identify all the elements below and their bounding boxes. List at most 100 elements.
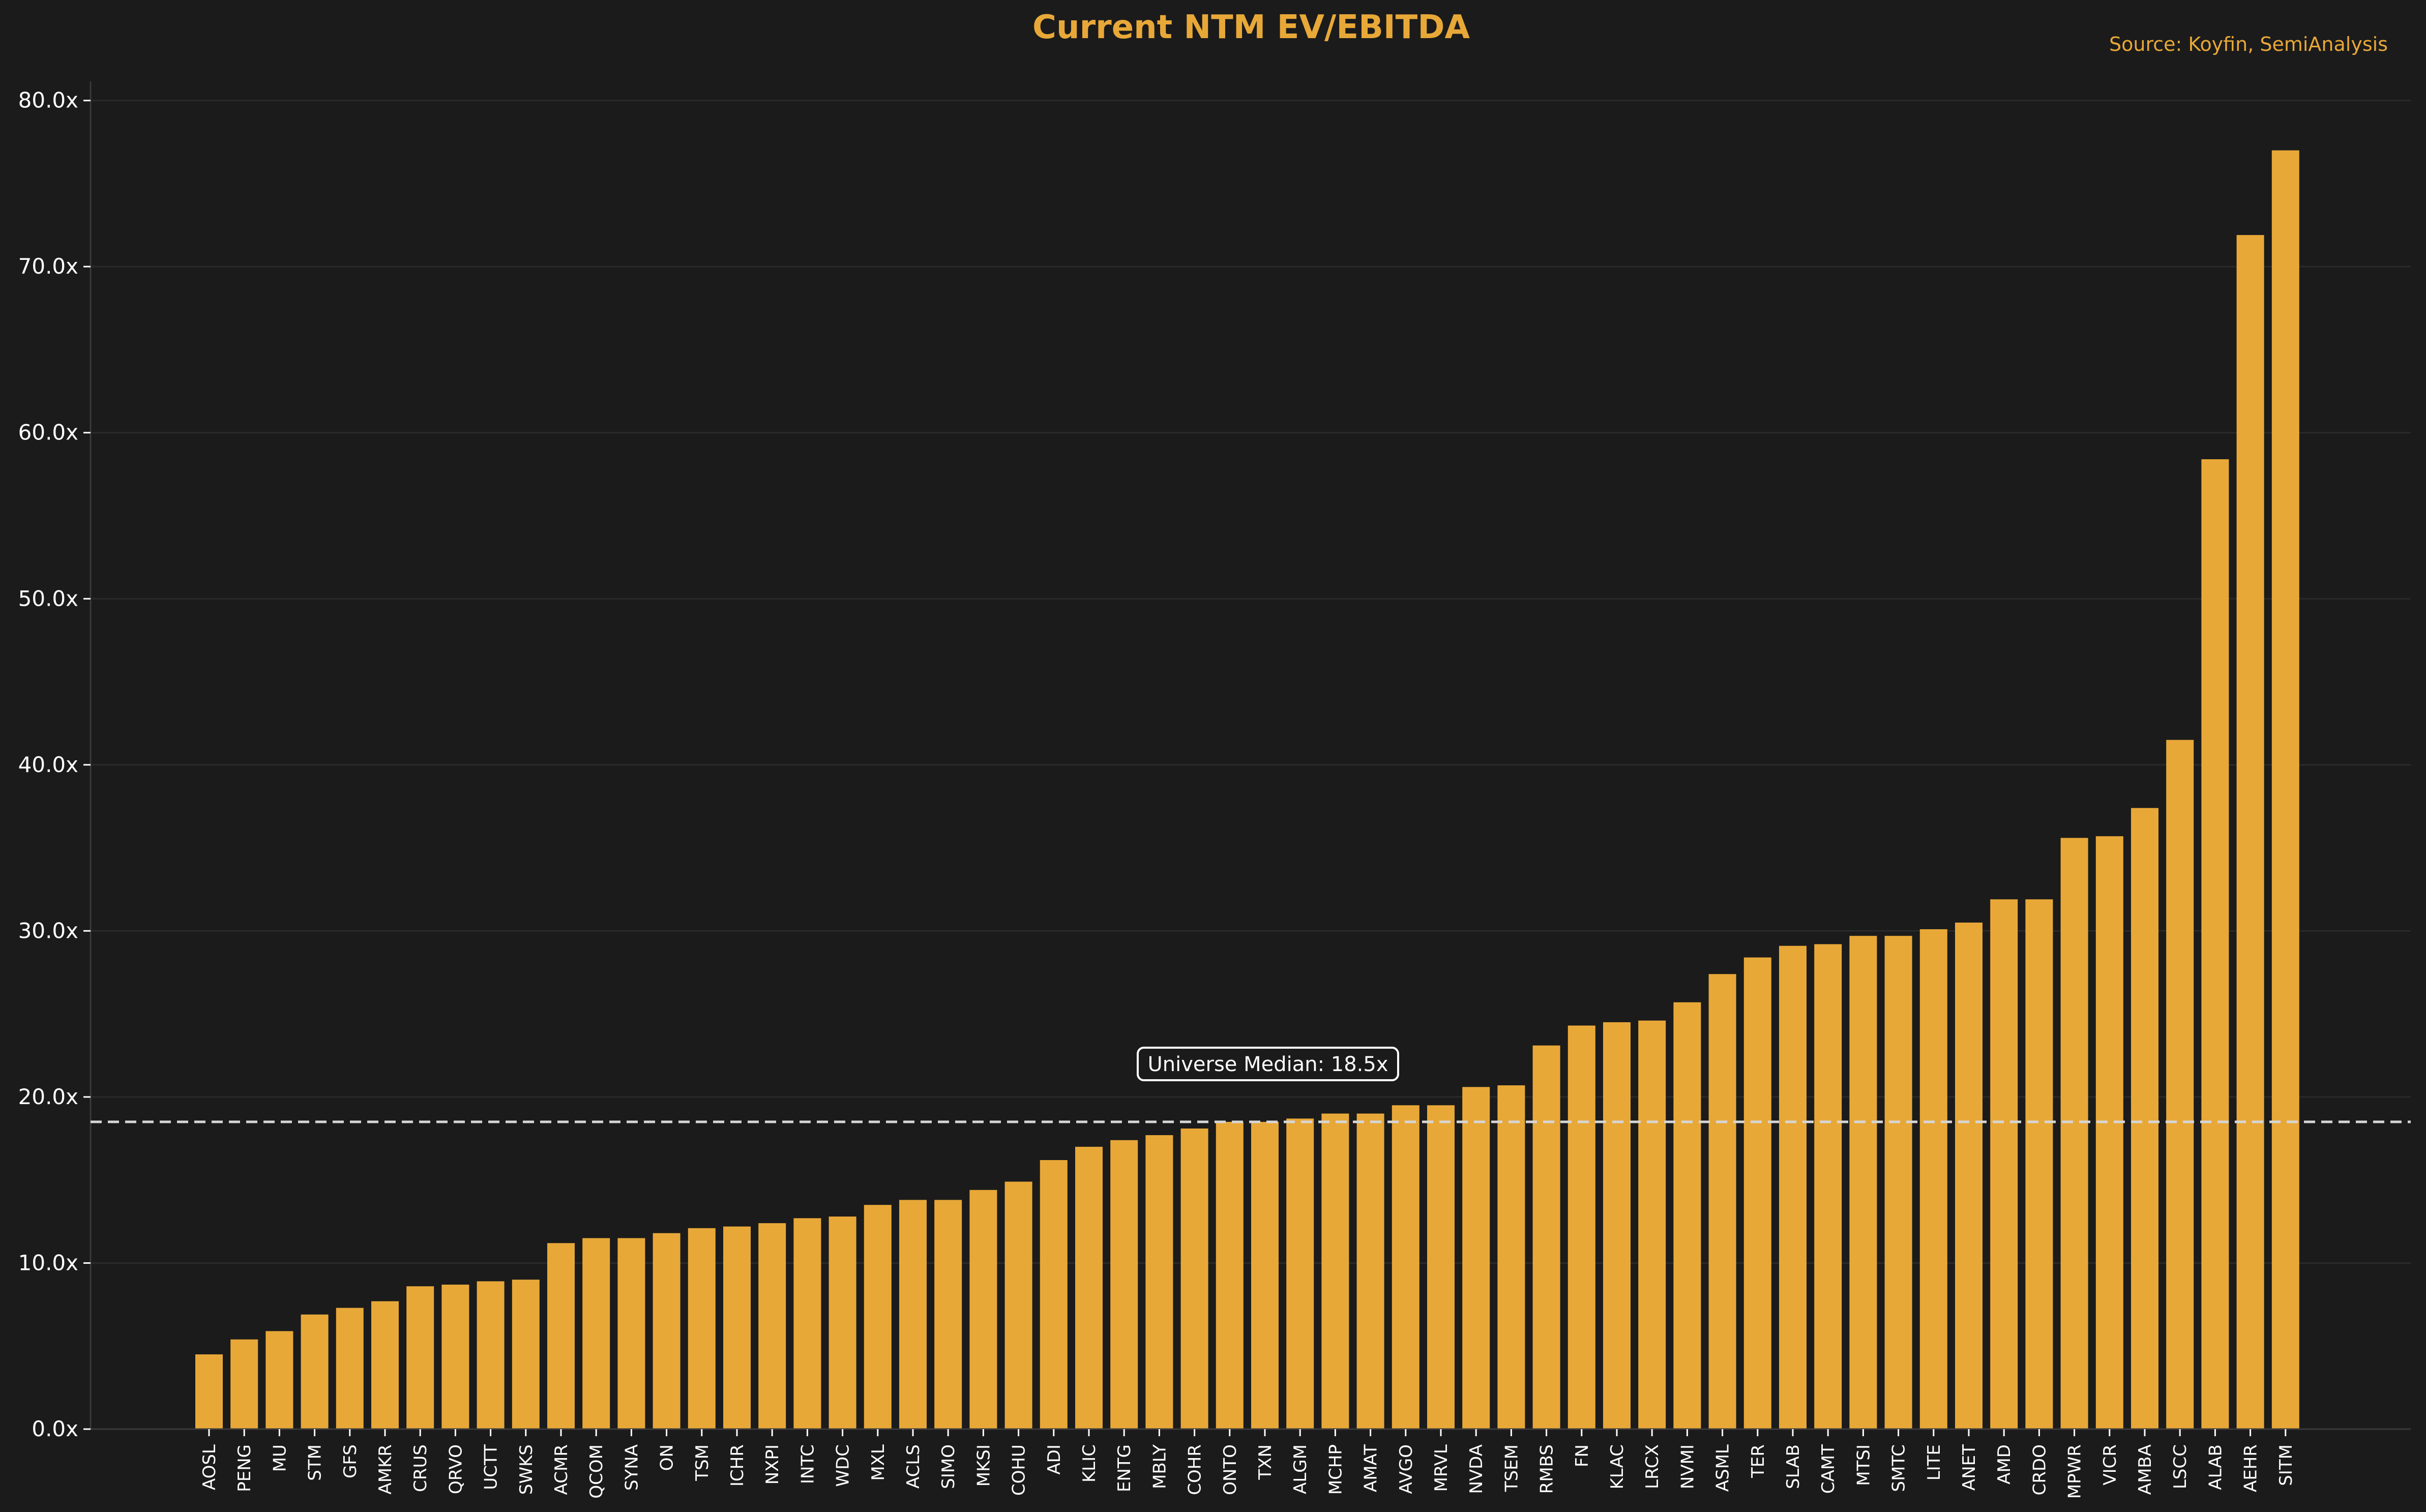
x-tick-label: LITE xyxy=(1924,1444,1944,1480)
x-tick-label: AMD xyxy=(1994,1444,2015,1485)
y-tick-label: 50.0x xyxy=(18,586,78,611)
bar xyxy=(1532,1045,1560,1429)
x-tick-label: MXL xyxy=(868,1444,889,1481)
y-tick-label: 40.0x xyxy=(18,752,78,777)
x-tick-label: ONTO xyxy=(1220,1444,1240,1495)
bar xyxy=(969,1190,997,1429)
x-axis-ticks: AOSL PENG MU STM GFS AMKR CRUS QRVO UCTT SWKS ACMR… xyxy=(199,1429,2296,1499)
x-tick-label: ALGM xyxy=(1290,1444,1311,1494)
bar xyxy=(230,1339,258,1429)
x-tick-label: RMBS xyxy=(1537,1444,1557,1494)
x-tick-label: KLIC xyxy=(1079,1444,1100,1483)
bar xyxy=(617,1238,645,1429)
bar xyxy=(793,1218,821,1429)
bar xyxy=(653,1233,681,1429)
x-tick-label: ICHR xyxy=(727,1444,748,1487)
bar xyxy=(265,1331,293,1429)
bar xyxy=(1040,1160,1068,1429)
y-tick-label: 60.0x xyxy=(18,420,78,445)
x-tick-label: AMAT xyxy=(1361,1444,1381,1492)
y-axis-ticks: 0.0x 10.0x 20.0x 30.0x 40.0x 50.0x 60.0x 70.0x 8… xyxy=(18,88,91,1441)
bar xyxy=(441,1284,469,1429)
bar xyxy=(758,1223,786,1429)
y-tick-label: 10.0x xyxy=(18,1250,78,1275)
bar xyxy=(1251,1121,1279,1429)
bar xyxy=(582,1238,610,1429)
x-tick-label: AVGO xyxy=(1396,1444,1416,1494)
bar xyxy=(1708,974,1736,1429)
y-tick-label: 20.0x xyxy=(18,1084,78,1109)
x-tick-label: MKSI xyxy=(973,1444,994,1487)
x-tick-label: INTC xyxy=(797,1444,818,1484)
x-tick-label: ENTG xyxy=(1114,1444,1135,1492)
bar xyxy=(1814,944,1842,1429)
bar xyxy=(1990,899,2018,1429)
bar xyxy=(1110,1140,1138,1429)
x-tick-label: WDC xyxy=(833,1444,853,1487)
x-tick-label: QRVO xyxy=(446,1444,466,1494)
x-tick-label: UCTT xyxy=(481,1444,501,1490)
median-group: Universe Median: 18.5x xyxy=(91,1047,2411,1123)
axes xyxy=(90,81,2411,1430)
x-tick-label: VICR xyxy=(2100,1444,2120,1486)
x-tick-label: STM xyxy=(305,1444,326,1481)
y-tick-label: 80.0x xyxy=(18,88,78,113)
x-tick-label: MCHP xyxy=(1325,1444,1346,1495)
bar xyxy=(829,1217,856,1429)
x-tick-label: SMTC xyxy=(1889,1444,1909,1492)
bar xyxy=(1075,1146,1103,1429)
bar xyxy=(2166,739,2194,1429)
bar xyxy=(1884,936,1912,1429)
y-tick-label: 70.0x xyxy=(18,254,78,279)
bar xyxy=(2271,150,2299,1430)
x-tick-label: SIMO xyxy=(938,1444,959,1489)
bar xyxy=(1427,1105,1455,1429)
x-tick-label: TXN xyxy=(1255,1444,1276,1480)
bar xyxy=(1004,1181,1032,1429)
x-tick-label: SWKS xyxy=(516,1444,537,1495)
x-tick-label: TER xyxy=(1748,1444,1768,1478)
grid-lines xyxy=(91,100,2411,1264)
bar xyxy=(934,1200,962,1429)
bar xyxy=(2131,808,2158,1429)
x-tick-label: MTSI xyxy=(1853,1444,1874,1486)
x-tick-label: MRVL xyxy=(1431,1444,1452,1492)
y-tick-label: 0.0x xyxy=(32,1416,78,1441)
x-tick-label: TSM xyxy=(692,1444,713,1481)
x-tick-label: COHU xyxy=(1009,1444,1029,1496)
source-note: Source: Koyfin, SemiAnalysis xyxy=(2109,33,2388,55)
x-tick-label: AMBA xyxy=(2135,1444,2155,1495)
chart-title: Current NTM EV/EBITDA xyxy=(1032,9,1470,46)
median-label: Universe Median: 18.5x xyxy=(1147,1053,1388,1076)
x-tick-label: CAMT xyxy=(1818,1444,1839,1494)
bar xyxy=(1145,1135,1173,1429)
bar xyxy=(1321,1113,1349,1429)
x-tick-label: QCOM xyxy=(586,1444,607,1499)
bar xyxy=(547,1243,575,1429)
x-tick-label: MU xyxy=(270,1444,290,1472)
bar xyxy=(1919,929,1947,1429)
bar xyxy=(477,1281,505,1429)
x-tick-label: TSEM xyxy=(1501,1444,1522,1492)
bar xyxy=(406,1286,434,1429)
x-tick-label: SYNA xyxy=(622,1444,642,1491)
bar xyxy=(2025,899,2053,1429)
x-tick-label: NXPI xyxy=(762,1444,783,1485)
x-tick-label: LRCX xyxy=(1642,1444,1663,1489)
median-label-box xyxy=(1137,1047,1399,1081)
x-tick-label: SITM xyxy=(2276,1444,2296,1486)
x-tick-label: SLAB xyxy=(1783,1444,1803,1489)
bar xyxy=(2095,836,2123,1429)
x-tick-label: ANET xyxy=(1959,1444,1979,1491)
x-tick-label: MBLY xyxy=(1149,1444,1170,1489)
bar xyxy=(723,1226,751,1429)
bar xyxy=(1849,936,1877,1429)
x-tick-label: NVDA xyxy=(1466,1444,1487,1494)
bar xyxy=(864,1205,892,1429)
bar xyxy=(1638,1020,1666,1429)
bar xyxy=(1743,957,1771,1429)
bar xyxy=(1392,1105,1419,1429)
x-tick-label: ADI xyxy=(1044,1444,1064,1474)
x-tick-label: GFS xyxy=(340,1444,361,1478)
